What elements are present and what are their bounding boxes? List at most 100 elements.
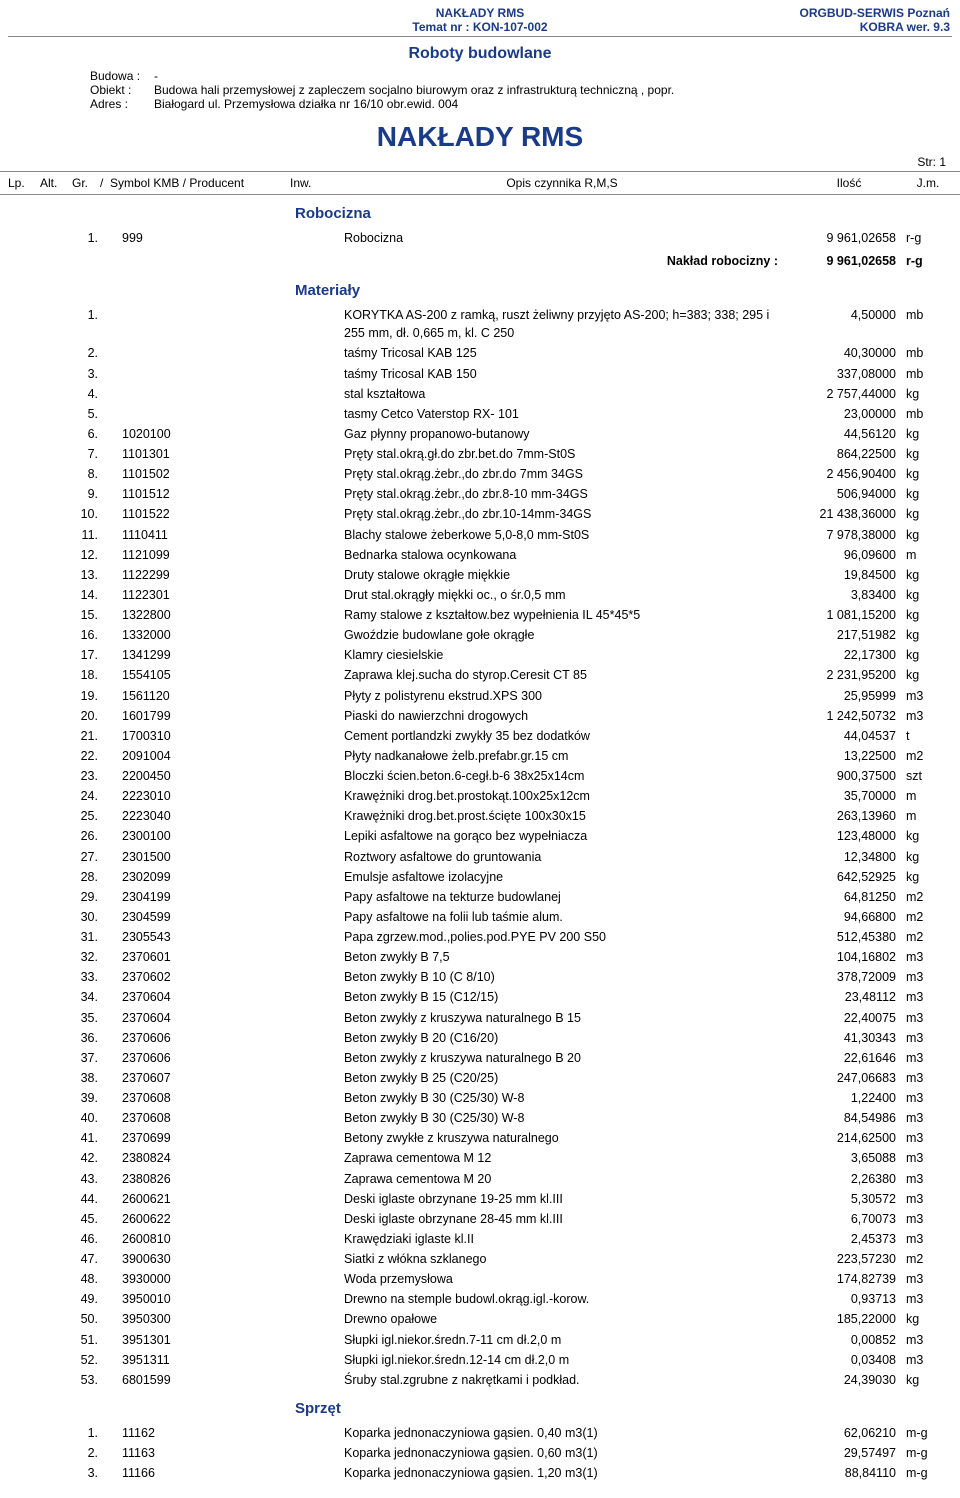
cell-unit: m3 bbox=[906, 1230, 950, 1248]
cell-symbol bbox=[122, 385, 344, 403]
table-row: 12.1121099Bednarka stalowa ocynkowana96,… bbox=[0, 545, 960, 565]
col-ilosc: Ilość bbox=[794, 176, 904, 190]
cell-symbol: 2600622 bbox=[122, 1210, 344, 1228]
cell-qty: 23,00000 bbox=[790, 405, 906, 423]
cell-unit: t bbox=[906, 727, 950, 745]
table-row: 38.2370607Beton zwykły B 25 (C20/25)247,… bbox=[0, 1068, 960, 1088]
cell-desc: Roztwory asfaltowe do gruntowania bbox=[344, 848, 790, 866]
cell-unit: m3 bbox=[906, 1270, 950, 1288]
cell-qty: 0,00852 bbox=[790, 1331, 906, 1349]
table-row: 10.1101522Pręty stal.okrąg.żebr.,do zbr.… bbox=[0, 504, 960, 524]
cell-lp: 41. bbox=[54, 1129, 122, 1147]
cell-desc: Płyty z polistyrenu ekstrud.XPS 300 bbox=[344, 687, 790, 705]
cell-unit: m bbox=[906, 807, 950, 825]
cell-lp: 48. bbox=[54, 1270, 122, 1288]
table-row: 27.2301500Roztwory asfaltowe do gruntowa… bbox=[0, 847, 960, 867]
cell-desc: Druty stalowe okrągłe miękkie bbox=[344, 566, 790, 584]
meta-adres-label: Adres : bbox=[90, 97, 154, 111]
big-title: NAKŁADY RMS bbox=[0, 115, 960, 155]
cell-unit: m3 bbox=[906, 1210, 950, 1228]
cell-unit: kg bbox=[906, 868, 950, 886]
col-jm: J.m. bbox=[904, 176, 952, 190]
cell-qty: 337,08000 bbox=[790, 365, 906, 383]
cell-desc: Beton zwykły B 25 (C20/25) bbox=[344, 1069, 790, 1087]
cell-unit: m3 bbox=[906, 1351, 950, 1369]
cell-unit: m3 bbox=[906, 1029, 950, 1047]
table-row: 49.3950010Drewno na stemple budowl.okrąg… bbox=[0, 1289, 960, 1309]
cell-lp: 25. bbox=[54, 807, 122, 825]
cell-unit: kg bbox=[906, 566, 950, 584]
cell-symbol: 2370608 bbox=[122, 1109, 344, 1127]
cell-qty: 7 978,38000 bbox=[790, 526, 906, 544]
cell-lp: 15. bbox=[54, 606, 122, 624]
cell-symbol: 2380824 bbox=[122, 1149, 344, 1167]
table-row: 22.2091004Płyty nadkanałowe żelb.prefabr… bbox=[0, 746, 960, 766]
header-top: NAKŁADY RMS Temat nr : KON-107-002 ORGBU… bbox=[0, 0, 960, 36]
cell-qty: 23,48112 bbox=[790, 988, 906, 1006]
cell-symbol bbox=[122, 365, 344, 383]
cell-desc: Koparka jednonaczyniowa gąsien. 0,40 m3(… bbox=[344, 1424, 790, 1442]
cell-lp: 8. bbox=[54, 465, 122, 483]
cell-symbol: 3930000 bbox=[122, 1270, 344, 1288]
cell-lp: 53. bbox=[54, 1371, 122, 1389]
table-row: 37.2370606Beton zwykły z kruszywa natura… bbox=[0, 1048, 960, 1068]
meta-budowa-label: Budowa : bbox=[90, 69, 154, 83]
cell-unit: kg bbox=[906, 465, 950, 483]
cell-lp: 47. bbox=[54, 1250, 122, 1268]
cell-lp: 3. bbox=[54, 365, 122, 383]
col-slash1: / bbox=[100, 176, 110, 190]
table-row: 20.1601799Piaski do nawierzchni drogowyc… bbox=[0, 706, 960, 726]
cell-qty: 247,06683 bbox=[790, 1069, 906, 1087]
cell-qty: 84,54986 bbox=[790, 1109, 906, 1127]
cell-unit: m-g bbox=[906, 1464, 950, 1482]
materialy-rows: 1.KORYTKA AS-200 z ramką, ruszt żeliwny … bbox=[0, 305, 960, 1390]
cell-symbol: 1020100 bbox=[122, 425, 344, 443]
cell-lp: 29. bbox=[54, 888, 122, 906]
cell-unit: m3 bbox=[906, 687, 950, 705]
cell-qty: 40,30000 bbox=[790, 344, 906, 362]
cell-symbol: 1121099 bbox=[122, 546, 344, 564]
cell-unit: m2 bbox=[906, 1250, 950, 1268]
cell-lp: 14. bbox=[54, 586, 122, 604]
table-row: 17.1341299Klamry ciesielskie22,17300kg bbox=[0, 645, 960, 665]
cell-unit: m3 bbox=[906, 1049, 950, 1067]
cell-desc: Krawędziaki iglaste kl.II bbox=[344, 1230, 790, 1248]
table-row: 39.2370608Beton zwykły B 30 (C25/30) W-8… bbox=[0, 1088, 960, 1108]
cell-unit: kg bbox=[906, 848, 950, 866]
cell-qty: 44,04537 bbox=[790, 727, 906, 745]
table-row: 41.2370699Betony zwykłe z kruszywa natur… bbox=[0, 1128, 960, 1148]
cell-desc: Słupki igl.niekor.średn.12-14 cm dł.2,0 … bbox=[344, 1351, 790, 1369]
cell-symbol: 1122299 bbox=[122, 566, 344, 584]
cell-qty: 104,16802 bbox=[790, 948, 906, 966]
cell-symbol: 2301500 bbox=[122, 848, 344, 866]
cell-desc: Zaprawa cementowa M 20 bbox=[344, 1170, 790, 1188]
cell-lp: 1. bbox=[54, 306, 122, 342]
cell-desc: Pręty stal.okrąg.żebr.,do zbr.10-14mm-34… bbox=[344, 505, 790, 523]
table-row: 46.2600810Krawędziaki iglaste kl.II2,453… bbox=[0, 1229, 960, 1249]
cell-desc: Piaski do nawierzchni drogowych bbox=[344, 707, 790, 725]
header-right-line2: KOBRA wer. 9.3 bbox=[800, 20, 950, 34]
table-row: 31.2305543Papa zgrzew.mod.,polies.pod.PY… bbox=[0, 927, 960, 947]
robocizna-subtotal-label: Nakład robocizny : bbox=[620, 254, 790, 268]
cell-symbol: 1101301 bbox=[122, 445, 344, 463]
cell-unit: m3 bbox=[906, 1170, 950, 1188]
table-row: 26.2300100Lepiki asfaltowe na gorąco bez… bbox=[0, 826, 960, 846]
cell-qty: 2 757,44000 bbox=[790, 385, 906, 403]
cell-qty: 22,61646 bbox=[790, 1049, 906, 1067]
cell-qty: 4,50000 bbox=[790, 306, 906, 342]
cell-lp: 2. bbox=[54, 1444, 122, 1462]
cell-desc: Zaprawa cementowa M 12 bbox=[344, 1149, 790, 1167]
table-row: 18.1554105Zaprawa klej.sucha do styrop.C… bbox=[0, 665, 960, 685]
cell-symbol: 1101512 bbox=[122, 485, 344, 503]
cell-desc: taśmy Tricosal KAB 125 bbox=[344, 344, 790, 362]
cell-symbol: 2302099 bbox=[122, 868, 344, 886]
cell-qty: 22,17300 bbox=[790, 646, 906, 664]
cell-qty: 263,13960 bbox=[790, 807, 906, 825]
cell-unit: m3 bbox=[906, 707, 950, 725]
cell-symbol: 1101502 bbox=[122, 465, 344, 483]
cell-desc: Pręty stal.okrąg.żebr.,do zbr.do 7mm 34G… bbox=[344, 465, 790, 483]
cell-symbol: 1601799 bbox=[122, 707, 344, 725]
col-gr: Gr. bbox=[72, 176, 100, 190]
cell-qty: 25,95999 bbox=[790, 687, 906, 705]
meta-obiekt-value: Budowa hali przemysłowej z zapleczem soc… bbox=[154, 83, 674, 97]
